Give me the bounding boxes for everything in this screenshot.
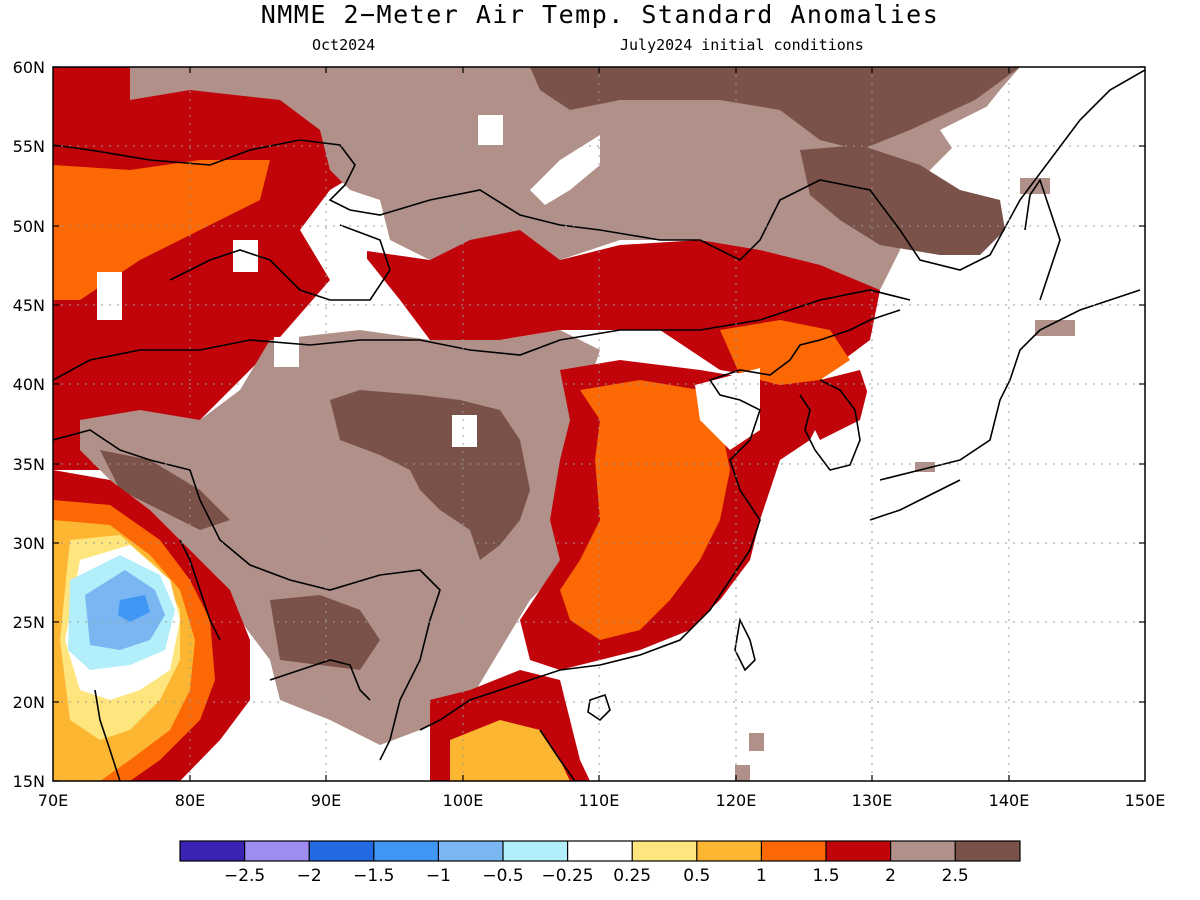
lon-label: 150E	[1125, 791, 1166, 810]
colorbar-swatch	[244, 841, 310, 861]
colorbar-label: −2.5	[224, 866, 265, 886]
colorbar-label: −1.5	[353, 866, 394, 886]
anomaly-field	[53, 67, 1145, 781]
colorbar-swatch	[955, 841, 1020, 861]
colorbar-label: 1.5	[812, 866, 839, 886]
colorbar-swatch	[503, 841, 568, 861]
lon-label: 70E	[38, 791, 68, 810]
colorbar-label: −0.5	[482, 866, 523, 886]
forecast-month: Oct2024	[312, 36, 376, 54]
lat-label: 20N	[13, 693, 45, 712]
lon-label: 80E	[175, 791, 205, 810]
tick-marks	[53, 66, 1145, 782]
lon-label: 110E	[579, 791, 620, 810]
lon-label: 120E	[716, 791, 757, 810]
lon-label: 140E	[989, 791, 1030, 810]
colorbar-label: 1	[756, 866, 767, 886]
lon-label: 100E	[443, 791, 484, 810]
latitude-labels: 60N 55N 50N 45N 40N 35N 30N 25N 20N 15N	[13, 58, 45, 791]
lon-label: 130E	[852, 791, 893, 810]
colorbar-label: 0.25	[613, 866, 651, 886]
longitude-labels: 70E 80E 90E 100E 110E 120E 130E 140E 150…	[38, 791, 1166, 810]
colorbar-swatch	[309, 841, 374, 861]
lat-label: 50N	[13, 217, 45, 236]
colorbar-swatch	[761, 841, 826, 861]
gridlines	[53, 67, 1145, 781]
coastlines-borders	[53, 69, 1145, 781]
colorbar-swatch	[373, 841, 439, 861]
lat-label: 35N	[13, 455, 45, 474]
colorbar-swatch	[890, 841, 956, 861]
colorbar-swatch	[696, 841, 762, 861]
initial-conditions: July2024 initial conditions	[620, 36, 864, 54]
lat-label: 45N	[13, 296, 45, 315]
lat-label: 15N	[13, 772, 45, 791]
lat-label: 30N	[13, 534, 45, 553]
colorbar-swatch	[826, 841, 891, 861]
colorbar-swatch	[438, 841, 503, 861]
lon-label: 90E	[311, 791, 341, 810]
colorbar-swatch	[632, 841, 697, 861]
colorbar-label: −1	[426, 866, 451, 886]
lat-label: 55N	[13, 137, 45, 156]
colorbar-label: 0.5	[683, 866, 710, 886]
lat-label: 25N	[13, 613, 45, 632]
colorbar-swatch	[567, 841, 633, 861]
colorbar-label: 2.5	[942, 866, 969, 886]
colorbar-label: 2	[885, 866, 896, 886]
colorbar: −2.5 −2 −1.5 −1 −0.5 −0.25 0.25 0.5 1 1.…	[179, 840, 1021, 886]
colorbar-label: −2	[297, 866, 322, 886]
map-title: NMME 2−Meter Air Temp. Standard Anomalie…	[260, 0, 940, 29]
colorbar-swatch	[180, 841, 245, 861]
colorbar-label: −0.25	[542, 866, 594, 886]
lat-label: 40N	[13, 375, 45, 394]
lat-label: 60N	[13, 58, 45, 77]
